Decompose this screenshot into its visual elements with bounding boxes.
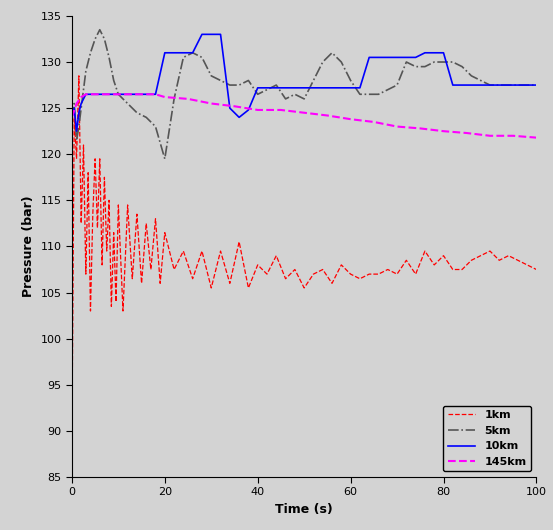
Y-axis label: Pressure (bar): Pressure (bar) (22, 196, 35, 297)
Legend: 1km, 5km, 10km, 145km: 1km, 5km, 10km, 145km (443, 406, 531, 472)
X-axis label: Time (s): Time (s) (275, 503, 333, 516)
